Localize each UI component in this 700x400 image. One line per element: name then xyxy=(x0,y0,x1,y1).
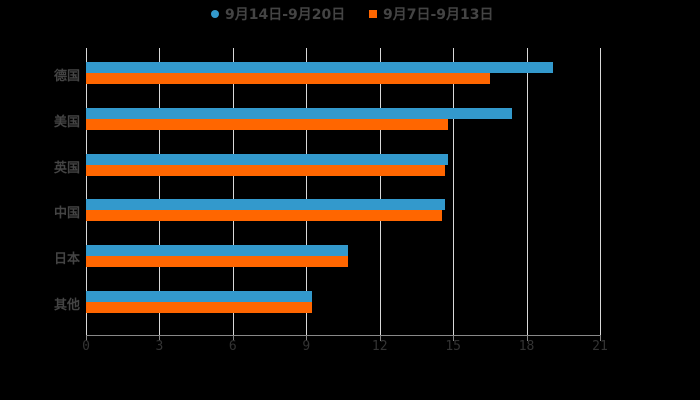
legend: 9月14日-9月20日 9月7日-9月13日 xyxy=(0,4,700,24)
axis-tick xyxy=(453,335,455,341)
x-tick-label: 15 xyxy=(445,339,461,354)
bar[interactable] xyxy=(86,210,443,222)
x-tick-label: 12 xyxy=(371,339,388,354)
bar[interactable] xyxy=(86,73,490,84)
bar[interactable] xyxy=(86,62,554,73)
gridline xyxy=(453,48,455,335)
bar[interactable] xyxy=(86,199,445,211)
category-label: 日本 xyxy=(53,252,80,268)
axis-tick xyxy=(232,335,234,341)
legend-label: 9月7日-9月13日 xyxy=(383,7,494,23)
x-tick-label: 9 xyxy=(302,339,311,354)
gridline xyxy=(379,48,381,335)
gridline xyxy=(306,48,308,335)
circle-marker-icon xyxy=(211,10,219,18)
x-tick-label: 3 xyxy=(155,339,164,354)
bar[interactable] xyxy=(86,256,348,268)
x-tick-label: 0 xyxy=(82,339,90,354)
axis-tick xyxy=(600,335,601,341)
bar[interactable] xyxy=(86,118,449,130)
axis-tick xyxy=(306,335,308,341)
x-tick-label: 18 xyxy=(518,339,535,354)
bar[interactable] xyxy=(86,245,348,257)
axis-tick xyxy=(159,335,161,341)
legend-item-series1[interactable]: 9月14日-9月20日 xyxy=(211,4,345,24)
category-label: 英国 xyxy=(53,160,80,176)
x-tick-label: 6 xyxy=(228,339,237,354)
x-tick-label: 21 xyxy=(592,339,608,354)
axis-tick xyxy=(379,335,381,341)
x-axis-line xyxy=(86,335,600,336)
axis-tick xyxy=(86,335,87,341)
bar[interactable] xyxy=(86,291,313,302)
category-label: 中国 xyxy=(53,206,80,222)
bar[interactable] xyxy=(86,164,445,176)
category-label: 德国 xyxy=(53,69,80,84)
square-marker-icon xyxy=(369,10,377,18)
bar[interactable] xyxy=(86,107,512,119)
legend-item-series2[interactable]: 9月7日-9月13日 xyxy=(369,4,494,24)
bar[interactable] xyxy=(86,302,313,313)
category-label: 美国 xyxy=(53,114,80,130)
gridline xyxy=(86,48,87,335)
bar[interactable] xyxy=(86,153,449,165)
axis-tick xyxy=(526,335,528,341)
gridline xyxy=(159,48,161,335)
gridline xyxy=(232,48,234,335)
gridline xyxy=(600,48,601,335)
legend-label: 9月14日-9月20日 xyxy=(225,7,346,23)
gridline xyxy=(526,48,528,335)
category-label: 其他 xyxy=(53,298,80,313)
